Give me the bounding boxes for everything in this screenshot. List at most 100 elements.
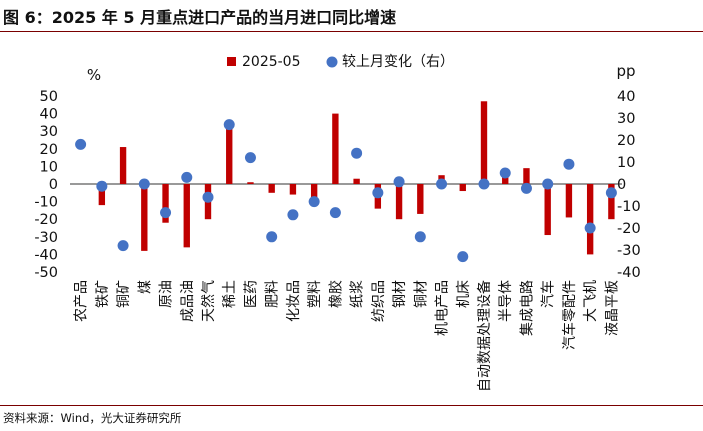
- left-tick-label: -20: [34, 212, 58, 228]
- point: [75, 138, 87, 150]
- left-tick-label: 50: [40, 89, 58, 105]
- point: [329, 207, 341, 219]
- bar: [608, 184, 615, 220]
- point: [202, 191, 214, 203]
- x-tick-label: 汽车零配件: [561, 280, 578, 350]
- bar: [353, 178, 360, 184]
- left-tick-label: 10: [40, 159, 58, 175]
- bar: [586, 184, 594, 255]
- legend-bar-swatch: [227, 57, 236, 66]
- x-tick-label: 铜材: [413, 280, 429, 308]
- x-tick-label: 液晶平板: [604, 280, 620, 336]
- x-tick-label: 纺织品: [371, 280, 387, 322]
- right-tick-label: -40: [617, 265, 641, 281]
- x-tick-label: 稀土: [222, 280, 238, 308]
- x-tick-label: 纸浆: [350, 280, 366, 308]
- right-tick-label: -20: [617, 221, 641, 237]
- left-tick-label: 40: [40, 107, 58, 123]
- point: [457, 251, 469, 263]
- bar: [226, 127, 233, 184]
- right-tick-label: 10: [617, 155, 635, 171]
- point: [372, 187, 384, 199]
- x-tick-label: 半导体: [498, 280, 514, 322]
- x-tick-labels: 农产品 铁矿 铜矿煤原油 成品油 天然气 稀土 医药 肥料 化妆品 塑料 橡胶 纸浆 纺织品 钢材 铜材 机电…: [74, 280, 621, 392]
- bottom-rule: [0, 405, 703, 406]
- x-tick-label: 天然气: [200, 280, 217, 322]
- bar: [332, 113, 339, 184]
- bar: [502, 176, 509, 184]
- x-tick-label: 集成电路: [518, 280, 535, 336]
- left-tick-label: -50: [34, 265, 58, 281]
- point: [308, 196, 320, 208]
- axes: % pp50403020100-10-20-30-40-50403020100-1…: [34, 62, 640, 281]
- bar: [141, 184, 148, 251]
- point: [584, 222, 596, 234]
- bar: [459, 184, 466, 192]
- point: [563, 158, 575, 170]
- point: [436, 178, 448, 190]
- legend: 2025-05 较上月变化（右）: [227, 54, 454, 70]
- bar: [119, 147, 127, 184]
- left-axis-unit: %: [87, 66, 101, 84]
- point: [138, 178, 150, 190]
- x-tick-label: 自动数据处理设备: [476, 280, 493, 392]
- right-tick-label: 40: [617, 89, 635, 105]
- x-tick-label: 铁矿: [95, 280, 111, 308]
- x-tick-label: 钢材: [392, 280, 408, 308]
- point: [266, 231, 278, 243]
- bar: [544, 184, 551, 236]
- x-tick-label: 大飞机: [583, 280, 599, 322]
- bar: [395, 184, 403, 220]
- point: [223, 119, 235, 131]
- point: [181, 171, 193, 183]
- legend-point-swatch: [326, 56, 338, 68]
- x-tick-label: 橡胶: [327, 280, 344, 308]
- x-tick-label: 铜矿: [116, 280, 132, 308]
- point: [414, 231, 426, 243]
- point: [117, 240, 129, 252]
- point: [393, 176, 405, 188]
- bar: [289, 184, 297, 195]
- point: [542, 178, 554, 190]
- left-tick-label: -40: [34, 247, 58, 263]
- bar: [162, 184, 169, 223]
- bar: [310, 184, 318, 200]
- right-axis-unit: pp: [616, 62, 635, 80]
- point: [351, 147, 363, 159]
- bar: [417, 184, 424, 214]
- figure-title-bar: 图 6：2025 年 5 月重点进口产品的当月进口同比增速: [0, 0, 703, 32]
- left-tick-label: 20: [40, 142, 58, 158]
- left-tick-label: -30: [34, 230, 58, 246]
- bar: [98, 184, 106, 206]
- points: [75, 119, 617, 263]
- left-tick-label: -10: [34, 195, 58, 211]
- x-tick-label: 汽车: [540, 280, 557, 308]
- point: [287, 209, 299, 221]
- legend-bar-label: 2025-05: [242, 54, 301, 70]
- point: [160, 207, 172, 219]
- bar: [480, 101, 488, 184]
- right-tick-label: 0: [617, 177, 626, 193]
- left-tick-label: 30: [40, 124, 58, 140]
- right-tick-label: -30: [617, 243, 641, 259]
- right-tick-label: 30: [617, 111, 635, 127]
- bar: [523, 168, 530, 184]
- x-tick-label: 肥料: [265, 280, 281, 308]
- bar: [268, 184, 275, 193]
- left-tick-label: 0: [49, 177, 58, 193]
- bars: [77, 101, 615, 255]
- point: [520, 182, 532, 194]
- x-tick-label: 煤: [137, 280, 153, 294]
- x-tick-label: 成品油: [180, 280, 196, 322]
- x-tick-label: 机床: [456, 280, 472, 308]
- legend-point-label: 较上月变化（右）: [342, 54, 454, 70]
- figure-title: 图 6：2025 年 5 月重点进口产品的当月进口同比增速: [3, 8, 397, 27]
- chart: 2025-05 较上月变化（右） % pp50403020100-10-20-30-…: [34, 54, 640, 392]
- right-tick-label: -10: [617, 199, 641, 215]
- point: [244, 152, 256, 164]
- point: [96, 180, 108, 192]
- x-tick-label: 机电产品: [435, 280, 451, 336]
- x-tick-label: 医药: [243, 280, 259, 308]
- x-tick-label: 塑料: [307, 280, 323, 308]
- source-note: 资料来源：Wind，光大证券研究所: [3, 411, 182, 425]
